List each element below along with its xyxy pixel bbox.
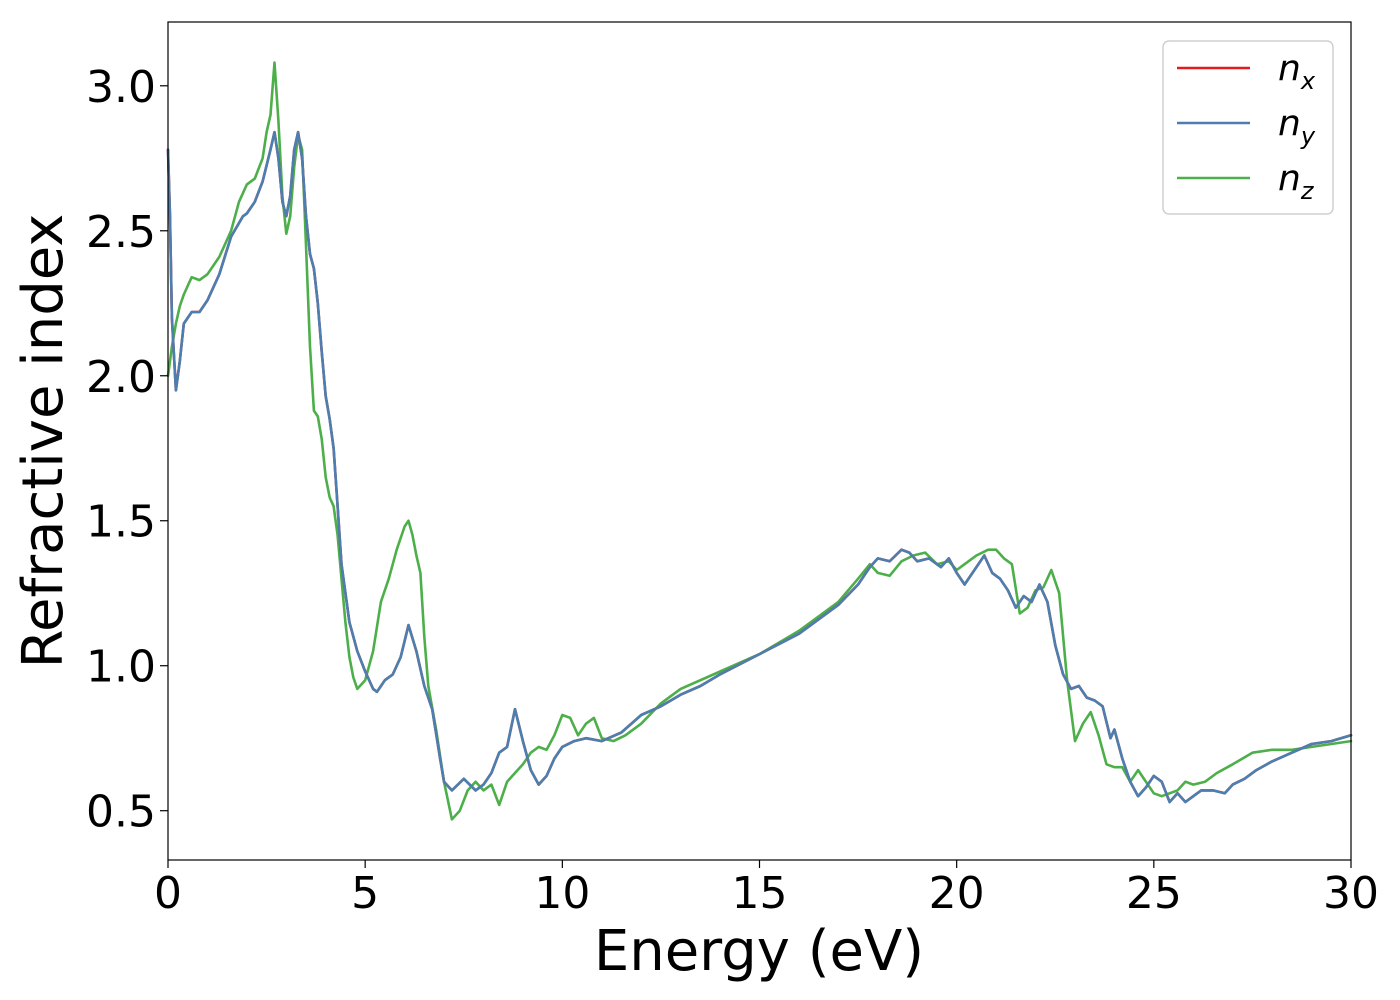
legend-label-ny: ny: [1278, 103, 1316, 150]
legend-label-nz: nz: [1278, 158, 1315, 205]
series-layer: [166, 61, 1353, 821]
legend-box: [1162, 40, 1334, 215]
series-line-nz: [166, 61, 1353, 821]
x-tick-label: 0: [154, 868, 182, 919]
x-tick-label: 20: [929, 868, 985, 919]
y-axis-label: Refractive index: [11, 214, 76, 669]
y-tick-label: 3.0: [86, 62, 156, 113]
x-tick-label: 25: [1126, 868, 1182, 919]
legend: nx ny nz: [1162, 40, 1334, 215]
y-tick-label: 1.5: [86, 497, 156, 548]
y-axis-ticks: 0.5 1.0 1.5 2.0 2.5 3.0: [86, 62, 168, 838]
x-axis-ticks: 0 5 10 15 20 25 30: [154, 860, 1379, 919]
y-tick-label: 2.5: [86, 207, 156, 258]
x-tick-label: 15: [732, 868, 788, 919]
legend-label-nx: nx: [1278, 48, 1316, 95]
y-tick-label: 0.5: [86, 787, 156, 838]
x-tick-label: 10: [534, 868, 590, 919]
y-tick-label: 2.0: [86, 352, 156, 403]
x-tick-label: 30: [1323, 868, 1379, 919]
x-tick-label: 5: [351, 868, 379, 919]
y-tick-label: 1.0: [86, 642, 156, 693]
x-axis-label: Energy (eV): [594, 919, 924, 984]
series-line-ny: [166, 130, 1353, 804]
